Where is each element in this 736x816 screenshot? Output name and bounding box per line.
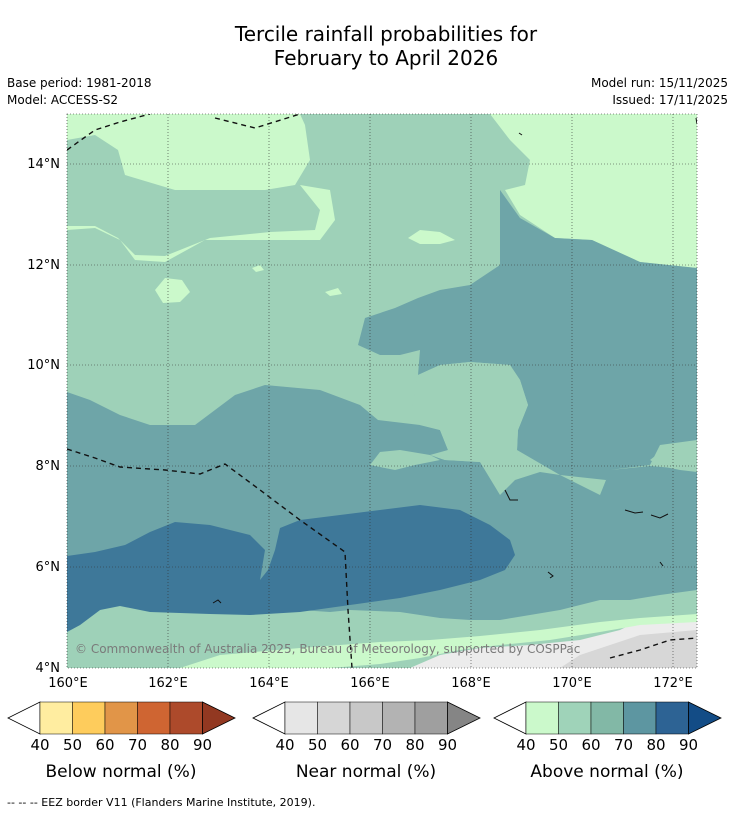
cb-below-tick-50: 50 [63, 736, 82, 754]
lat-label-14n: 14°N [27, 157, 60, 172]
cb-above-tick-80: 80 [646, 736, 665, 754]
cb-above-tick-50: 50 [549, 736, 568, 754]
region-above-50-60-patch2 [408, 230, 455, 244]
lon-label-166e: 166°E [350, 676, 390, 691]
cb-below-1 [72, 701, 106, 735]
cb-below-tick-60: 60 [95, 736, 114, 754]
lat-label-6n: 6°N [36, 560, 61, 575]
cb-below-3 [137, 701, 171, 735]
base-period: Base period: 1981-2018 [7, 76, 152, 90]
region-above-50-60-ne [490, 114, 697, 268]
cb-above-tick-90: 90 [679, 736, 698, 754]
cb-near-tick-40: 40 [275, 736, 294, 754]
cb-above-4 [655, 701, 689, 735]
cb-near-1 [317, 701, 351, 735]
lat-label-8n: 8°N [36, 459, 61, 474]
eez-border [67, 114, 697, 668]
colorbar-above: 40 50 60 70 80 90 [493, 701, 722, 754]
map-title: Tercile rainfall probabilities for Febru… [0, 22, 736, 70]
lon-label-164e: 164°E [249, 676, 289, 691]
model-name: Model: ACCESS-S2 [7, 93, 119, 107]
region-above-50-60-patch1 [155, 278, 190, 303]
map-frame [66, 113, 698, 669]
islands [212, 117, 697, 604]
region-above-40-50-pocket [412, 362, 528, 475]
cb-near-2 [349, 701, 383, 735]
cb-below-4 [169, 701, 203, 735]
map-area: © Commonwealth of Australia 2025, Bureau… [67, 114, 697, 668]
region-above-50-60-patch4 [252, 265, 264, 272]
colorbar-below: 40 50 60 70 80 90 [7, 701, 236, 754]
lat-labels: 14°N 12°N 10°N 8°N 6°N 4°N [27, 157, 60, 676]
colorbar-near-title: Near normal (%) [295, 762, 437, 782]
lon-label-168e: 168°E [451, 676, 491, 691]
lat-label-10n: 10°N [27, 358, 60, 373]
cb-above-tick-70: 70 [614, 736, 633, 754]
region-above-50-60-w [67, 185, 335, 262]
region-above-60-70 [67, 190, 697, 632]
cb-near-tick-50: 50 [308, 736, 327, 754]
issued-date: Issued: 17/11/2025 [612, 93, 728, 107]
region-above-40-50-mid [370, 450, 440, 470]
region-above-50-60-nw [67, 114, 310, 190]
cb-below-2 [104, 701, 138, 735]
cb-near-tick-70: 70 [373, 736, 392, 754]
model-run: Model run: 15/11/2025 [590, 76, 728, 90]
lon-label-162e: 162°E [148, 676, 188, 691]
colorbar-below-title: Below normal (%) [45, 762, 197, 782]
cb-above-1 [558, 701, 592, 735]
gridlines [67, 114, 697, 668]
cb-near-tick-90: 90 [438, 736, 457, 754]
cb-below-0 [39, 701, 73, 735]
title-line-2: February to April 2026 [273, 46, 499, 70]
cb-above-3 [623, 701, 657, 735]
cb-below-tick-90: 90 [193, 736, 212, 754]
cb-above-tick-60: 60 [581, 736, 600, 754]
cb-above-tick-40: 40 [516, 736, 535, 754]
region-above-70-80 [67, 505, 515, 632]
lat-label-12n: 12°N [27, 258, 60, 273]
region-above-50-60-patch3 [325, 288, 342, 296]
title-line-1: Tercile rainfall probabilities for [234, 22, 538, 46]
colorbar-above-title: Above normal (%) [530, 762, 684, 782]
cb-below-tick-70: 70 [128, 736, 147, 754]
lon-labels: 160°E 162°E 164°E 166°E 168°E 170°E 172°… [48, 676, 693, 691]
lon-label-172e: 172°E [653, 676, 693, 691]
lon-label-170e: 170°E [552, 676, 592, 691]
cb-near-tick-80: 80 [405, 736, 424, 754]
lon-label-160e: 160°E [48, 676, 88, 691]
region-near-normal-mid [560, 630, 697, 668]
cb-near-tick-60: 60 [340, 736, 359, 754]
cb-near-0 [284, 701, 318, 735]
colorbar-near: 40 50 60 70 80 90 [252, 701, 481, 754]
lat-label-4n: 4°N [36, 661, 61, 676]
cb-near-4 [414, 701, 448, 735]
cb-near-3 [382, 701, 416, 735]
cb-above-0 [525, 701, 559, 735]
meta-right: Model run: 15/11/2025 Issued: 17/11/2025 [591, 75, 728, 109]
copyright-text: © Commonwealth of Australia 2025, Bureau… [75, 642, 580, 656]
region-above-50-60-s [180, 614, 697, 668]
cb-below-tick-40: 40 [30, 736, 49, 754]
cb-above-2 [590, 701, 624, 735]
cb-below-tick-80: 80 [160, 736, 179, 754]
eez-legend: -- -- -- EEZ border V11 (Flanders Marine… [7, 796, 316, 809]
meta-left: Base period: 1981-2018 Model: ACCESS-S2 [7, 75, 152, 109]
